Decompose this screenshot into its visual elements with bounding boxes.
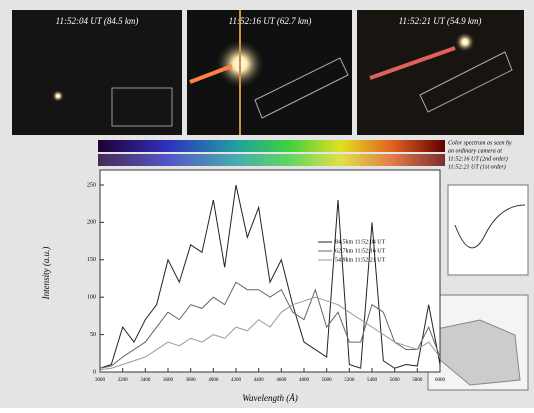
x-tick-label: 3400: [140, 378, 151, 383]
x-tick-label: 4200: [231, 378, 242, 383]
y-tick-label: 250: [87, 182, 96, 188]
x-tick-label: 4800: [299, 378, 310, 383]
x-tick-label: 4000: [208, 378, 219, 383]
y-tick-label: 0: [93, 369, 96, 375]
legend-label: 54.9km 11:52:21 UT: [335, 257, 386, 263]
caption: 11:52:16 UT (2nd order): [448, 155, 508, 162]
color-spectrum: [98, 154, 445, 166]
figure: 11:52:04 UT (84.5 km) 11:52:16 UT (62.7 …: [0, 0, 534, 408]
y-tick-label: 50: [90, 332, 96, 338]
y-tick-label: 200: [87, 220, 96, 226]
photo-label: 11:52:04 UT (84.5 km): [56, 16, 139, 26]
photo-label: 11:52:21 UT (54.9 km): [399, 16, 482, 26]
x-tick-label: 6000: [435, 378, 446, 383]
caption: an ordinary camera at: [448, 148, 502, 154]
x-tick-label: 5000: [322, 378, 333, 383]
y-tick-label: 100: [87, 295, 96, 301]
plot-area: [100, 170, 440, 372]
x-tick-label: 3600: [163, 378, 174, 383]
x-tick-label: 5600: [390, 378, 401, 383]
y-axis-label: Intensity (a.u.): [41, 247, 51, 301]
x-tick-label: 4400: [254, 378, 265, 383]
x-tick-label: 3000: [95, 378, 106, 383]
legend-label: 62.7km 11:52:16 UT: [335, 248, 386, 254]
x-tick-label: 4600: [276, 378, 287, 383]
caption: 11:52:21 UT (1st order): [448, 163, 506, 170]
meteor: [52, 90, 64, 102]
x-tick-label: 5200: [344, 378, 355, 383]
photo: [12, 10, 182, 135]
photo-label: 11:52:16 UT (62.7 km): [229, 16, 312, 26]
caption: Color spectrum as seen by: [448, 140, 512, 146]
x-tick-label: 5400: [367, 378, 378, 383]
x-tick-label: 3800: [186, 378, 197, 383]
meteor: [455, 32, 475, 52]
x-axis-label: Wavelength (Å): [242, 393, 297, 403]
color-spectrum: [98, 140, 445, 152]
legend-label: 84.5km 11:52:04 UT: [335, 239, 386, 245]
x-tick-label: 3200: [118, 378, 129, 383]
y-tick-label: 150: [87, 257, 96, 263]
x-tick-label: 5800: [412, 378, 423, 383]
